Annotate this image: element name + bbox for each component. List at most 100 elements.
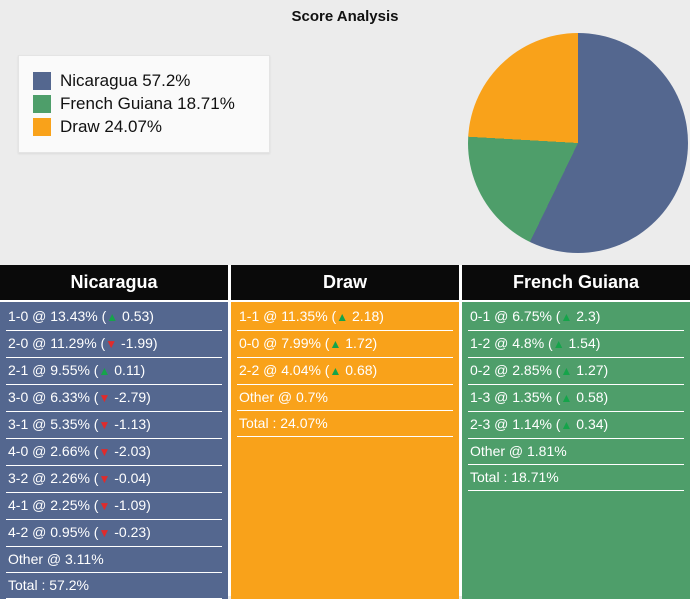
trend-up-icon: ▲ <box>329 364 342 378</box>
page-title: Score Analysis <box>291 8 399 25</box>
score-row: Other @ 3.11% <box>6 547 222 573</box>
score-text: Total : 57.2% <box>8 577 89 593</box>
score-column-nicaragua: Nicaragua 1-0 @ 13.43% (▲ 0.53) 2-0 @ 11.… <box>0 265 228 599</box>
delta-value: (▼ -2.79) <box>89 389 151 405</box>
score-text: 1-3 @ 1.35% <box>470 389 552 405</box>
score-row: 0-2 @ 2.85% (▲ 1.27) <box>468 358 684 385</box>
delta-value: (▲ 1.54) <box>544 335 601 351</box>
score-column-draw: Draw 1-1 @ 11.35% (▲ 2.18) 0-0 @ 7.99% (▲… <box>231 265 459 599</box>
score-text: 3-2 @ 2.26% <box>8 470 90 486</box>
score-row: 4-0 @ 2.66% (▼ -2.03) <box>6 439 222 466</box>
score-text: 0-0 @ 7.99% <box>239 335 321 351</box>
score-text: 2-2 @ 4.04% <box>239 362 321 378</box>
delta-value: (▼ -1.13) <box>89 416 151 432</box>
score-row: 1-2 @ 4.8% (▲ 1.54) <box>468 331 684 358</box>
score-text: Total : 24.07% <box>239 415 328 431</box>
delta-value: (▲ 2.18) <box>327 308 384 324</box>
legend-label-nicaragua: Nicaragua 57.2% <box>60 71 191 90</box>
legend-label-draw: Draw 24.07% <box>60 117 163 136</box>
score-row: 0-1 @ 6.75% (▲ 2.3) <box>468 304 684 331</box>
trend-up-icon: ▲ <box>560 310 573 324</box>
score-text: 2-1 @ 9.55% <box>8 362 90 378</box>
column-header-draw: Draw <box>231 265 459 302</box>
trend-up-icon: ▲ <box>98 364 111 378</box>
score-list-draw: 1-1 @ 11.35% (▲ 2.18) 0-0 @ 7.99% (▲ 1.72… <box>231 302 459 599</box>
score-text: Other @ 1.81% <box>470 443 567 459</box>
trend-up-icon: ▲ <box>560 418 573 432</box>
delta-value: (▼ -1.99) <box>96 335 158 351</box>
score-row: Total : 57.2% <box>6 573 222 599</box>
score-row: 4-1 @ 2.25% (▼ -1.09) <box>6 493 222 520</box>
score-row: 4-2 @ 0.95% (▼ -0.23) <box>6 520 222 547</box>
score-row: 2-3 @ 1.14% (▲ 0.34) <box>468 412 684 439</box>
delta-value: (▼ -2.03) <box>89 443 151 459</box>
score-text: 3-1 @ 5.35% <box>8 416 90 432</box>
trend-up-icon: ▲ <box>560 364 573 378</box>
trend-down-icon: ▼ <box>98 445 111 459</box>
score-text: Other @ 3.11% <box>8 551 104 567</box>
delta-value: (▲ 0.53) <box>97 308 154 324</box>
trend-down-icon: ▼ <box>98 526 111 540</box>
trend-up-icon: ▲ <box>329 337 342 351</box>
legend-item-draw: Draw 24.07% <box>33 117 255 137</box>
legend: Nicaragua 57.2% French Guiana 18.71% Dra… <box>18 55 270 153</box>
delta-value: (▲ 1.27) <box>551 362 609 378</box>
delta-value: (▼ -1.09) <box>89 497 151 513</box>
score-text: 1-2 @ 4.8% <box>470 335 545 351</box>
score-row: 3-0 @ 6.33% (▼ -2.79) <box>6 385 222 412</box>
score-row: Total : 24.07% <box>237 411 453 437</box>
trend-up-icon: ▲ <box>336 310 349 324</box>
trend-up-icon: ▲ <box>552 337 565 351</box>
delta-value: (▲ 0.68) <box>320 362 378 378</box>
score-text: 2-3 @ 1.14% <box>470 416 552 432</box>
score-row: Total : 18.71% <box>468 465 684 491</box>
trend-down-icon: ▼ <box>105 337 118 351</box>
score-row: 3-1 @ 5.35% (▼ -1.13) <box>6 412 222 439</box>
trend-up-icon: ▲ <box>106 310 119 324</box>
score-text: 3-0 @ 6.33% <box>8 389 90 405</box>
score-text: 0-1 @ 6.75% <box>470 308 552 324</box>
score-text: 2-0 @ 11.29% <box>8 335 97 351</box>
trend-up-icon: ▲ <box>560 391 573 405</box>
trend-down-icon: ▼ <box>98 391 111 405</box>
delta-value: (▲ 0.58) <box>551 389 609 405</box>
score-row: 2-1 @ 9.55% (▲ 0.11) <box>6 358 222 385</box>
score-text: 0-2 @ 2.85% <box>470 362 552 378</box>
score-row: 2-2 @ 4.04% (▲ 0.68) <box>237 358 453 385</box>
pie-chart <box>468 33 688 253</box>
legend-swatch-french-guiana <box>33 95 51 113</box>
trend-down-icon: ▼ <box>98 499 111 513</box>
delta-value: (▲ 0.11) <box>89 362 146 378</box>
score-tables: Nicaragua 1-0 @ 13.43% (▲ 0.53) 2-0 @ 11.… <box>0 265 690 599</box>
delta-value: (▼ -0.04) <box>89 470 151 486</box>
score-text: 4-0 @ 2.66% <box>8 443 90 459</box>
delta-value: (▲ 1.72) <box>320 335 378 351</box>
score-row: 1-0 @ 13.43% (▲ 0.53) <box>6 304 222 331</box>
score-row: Other @ 0.7% <box>237 385 453 411</box>
score-column-french-guiana: French Guiana 0-1 @ 6.75% (▲ 2.3) 1-2 @ 4… <box>462 265 690 599</box>
score-text: 4-1 @ 2.25% <box>8 497 90 513</box>
score-row: 0-0 @ 7.99% (▲ 1.72) <box>237 331 453 358</box>
legend-label-french-guiana: French Guiana 18.71% <box>60 94 235 113</box>
column-header-nicaragua: Nicaragua <box>0 265 228 302</box>
delta-value: (▲ 2.3) <box>551 308 601 324</box>
score-row: Other @ 1.81% <box>468 439 684 465</box>
score-text: 1-1 @ 11.35% <box>239 308 328 324</box>
score-row: 1-3 @ 1.35% (▲ 0.58) <box>468 385 684 412</box>
score-text: Other @ 0.7% <box>239 389 328 405</box>
score-text: 4-2 @ 0.95% <box>8 524 90 540</box>
trend-down-icon: ▼ <box>98 418 111 432</box>
column-header-french-guiana: French Guiana <box>462 265 690 302</box>
delta-value: (▲ 0.34) <box>551 416 609 432</box>
score-row: 3-2 @ 2.26% (▼ -0.04) <box>6 466 222 493</box>
legend-item-french-guiana: French Guiana 18.71% <box>33 94 255 114</box>
delta-value: (▼ -0.23) <box>89 524 151 540</box>
score-list-french-guiana: 0-1 @ 6.75% (▲ 2.3) 1-2 @ 4.8% (▲ 1.54) 0-… <box>462 302 690 599</box>
score-text: Total : 18.71% <box>470 469 559 485</box>
score-text: 1-0 @ 13.43% <box>8 308 98 324</box>
trend-down-icon: ▼ <box>98 472 111 486</box>
score-row: 1-1 @ 11.35% (▲ 2.18) <box>237 304 453 331</box>
legend-swatch-nicaragua <box>33 72 51 90</box>
legend-swatch-draw <box>33 118 51 136</box>
score-row: 2-0 @ 11.29% (▼ -1.99) <box>6 331 222 358</box>
